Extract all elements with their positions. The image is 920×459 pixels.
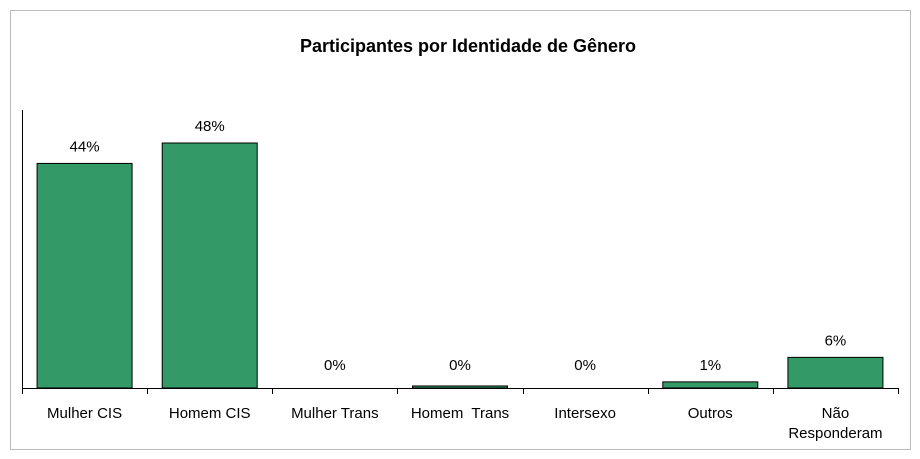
x-tick-label: Intersexo bbox=[554, 405, 616, 422]
data-label: 44% bbox=[70, 138, 100, 155]
data-label: 1% bbox=[699, 357, 721, 374]
data-label: 0% bbox=[574, 357, 596, 374]
bar bbox=[787, 356, 884, 389]
x-tick-label: Não Responderam bbox=[788, 405, 883, 442]
bar bbox=[412, 385, 508, 389]
data-label: 0% bbox=[449, 357, 471, 374]
bar bbox=[161, 142, 258, 389]
x-tick-label: Homem Trans bbox=[410, 405, 510, 422]
chart-frame bbox=[10, 10, 911, 450]
x-tick-label: Mulher CIS bbox=[47, 405, 123, 422]
x-tick-label: Mulher Trans bbox=[291, 405, 379, 422]
data-label: 6% bbox=[825, 332, 847, 349]
bar bbox=[662, 381, 759, 389]
x-tick-label: Outros bbox=[687, 405, 733, 422]
data-label: 48% bbox=[195, 118, 225, 135]
bar bbox=[36, 162, 133, 389]
data-label: 0% bbox=[324, 357, 346, 374]
chart-title: Participantes por Identidade de Gênero bbox=[300, 36, 636, 56]
x-tick-label: Homem CIS bbox=[168, 405, 251, 422]
